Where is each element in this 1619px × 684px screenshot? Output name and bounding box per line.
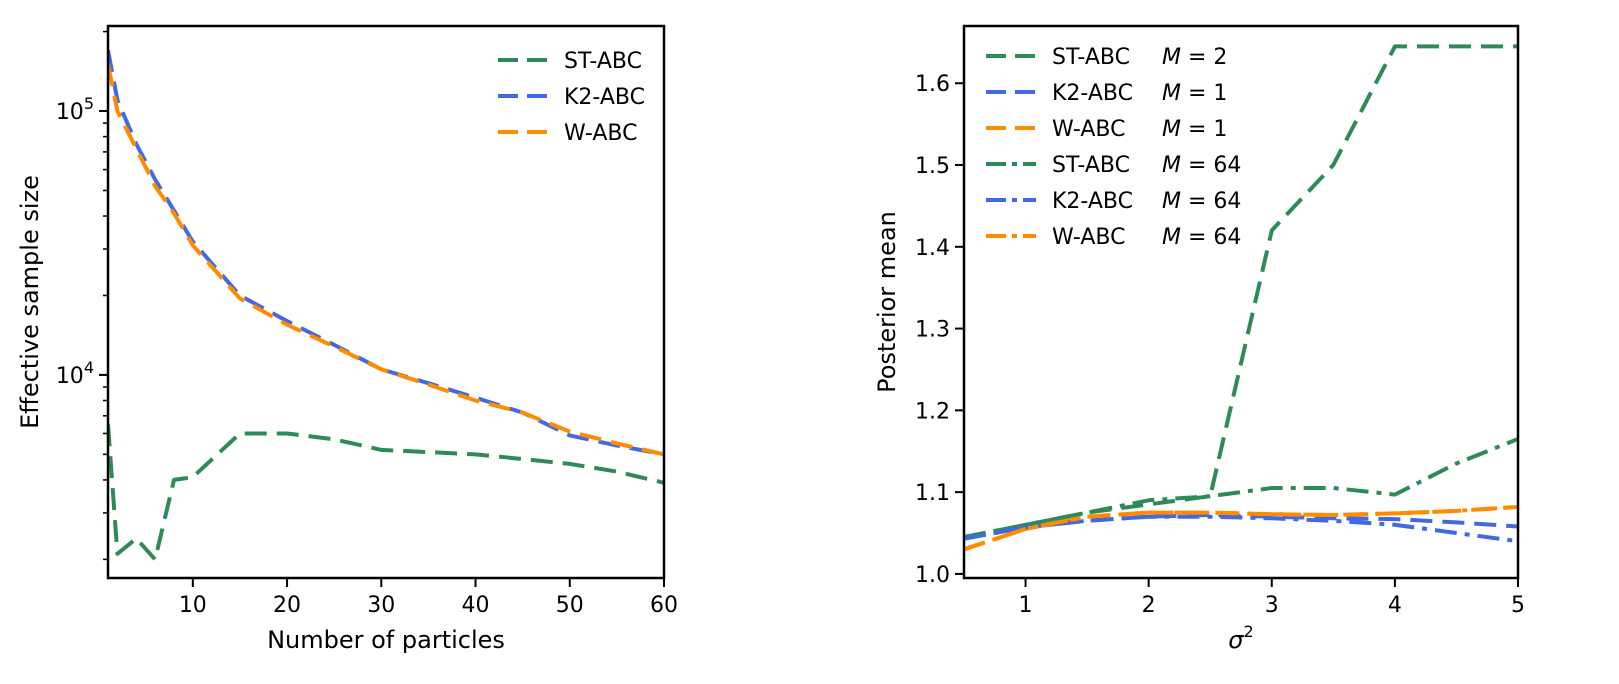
series-line-k2-abc-m1 [964, 513, 1518, 541]
y-tick-label: 104 [56, 358, 94, 389]
y-axis-label: Posterior mean [873, 211, 901, 393]
series-line-w-abc [108, 64, 664, 457]
legend-item: W-ABC [498, 121, 637, 146]
legend-item: K2-ABC [498, 85, 645, 110]
legend-label: K2-ABC M = 64 [1052, 189, 1241, 214]
legend-item: K2-ABC M = 64 [986, 189, 1241, 214]
legend-series-name: W-ABC [1052, 225, 1125, 250]
legend-item: ST-ABC M = 64 [986, 153, 1241, 178]
x-tick-label: 1 [1019, 593, 1033, 618]
legend-m-value: 1 [1213, 117, 1227, 142]
x-tick-label: 50 [556, 593, 584, 618]
series-line-st-abc-m64 [964, 437, 1518, 540]
x-tick-label: 30 [367, 593, 395, 618]
x-axis-label-base: σ [1228, 626, 1244, 654]
legend-math: M = [1162, 189, 1213, 214]
y-tick-label: 105 [56, 94, 94, 125]
legend-item: W-ABC M = 64 [986, 225, 1241, 250]
y-tick-base: 10 [56, 364, 84, 389]
series-line-w-abc-m64 [964, 504, 1518, 552]
legend-item: W-ABC M = 1 [986, 117, 1227, 142]
legend-series-name: ST-ABC [1052, 45, 1130, 70]
legend-item: ST-ABC [498, 49, 642, 74]
legend-math: M = [1162, 45, 1213, 70]
legend-series-name: K2-ABC [1052, 81, 1133, 106]
y-tick-label: 1.2 [915, 399, 950, 424]
y-tick-exponent: 4 [84, 358, 94, 377]
series-line-k2-abc [108, 49, 664, 457]
legend: ST-ABC K2-ABC W-ABC [498, 49, 645, 146]
y-tick-label: 1.5 [915, 154, 950, 179]
axes-frame [106, 24, 666, 580]
x-axis-label: σ2 [1228, 622, 1253, 654]
legend-series-name: W-ABC [564, 121, 637, 146]
legend-label: W-ABC M = 1 [1052, 117, 1227, 142]
legend-label: W-ABC M = 64 [1052, 225, 1241, 250]
legend-m-value: 64 [1213, 153, 1241, 178]
legend-series-name: ST-ABC [1052, 153, 1130, 178]
series-lines [964, 44, 1518, 552]
legend-label: ST-ABC M = 64 [1052, 153, 1241, 178]
legend-math: M = [1162, 117, 1213, 142]
legend-series-name: K2-ABC [1052, 189, 1133, 214]
y-tick-label: 1.0 [915, 563, 950, 588]
legend-series-name: ST-ABC [564, 49, 642, 74]
legend-label: K2-ABC [564, 85, 645, 110]
x-tick-label: 2 [1142, 593, 1156, 618]
legend-m-value: 64 [1213, 189, 1241, 214]
series-lines [108, 49, 664, 562]
series-line-st-abc [108, 424, 664, 562]
legend-item: ST-ABC M = 2 [986, 45, 1227, 70]
legend-series-name: K2-ABC [564, 85, 645, 110]
y-tick-label: 1.6 [915, 72, 950, 97]
y-tick-base: 10 [56, 100, 84, 125]
x-tick-label: 5 [1511, 593, 1525, 618]
legend-math: M = [1162, 153, 1213, 178]
x-axis-label: Number of particles [267, 626, 505, 654]
x-tick-label: 4 [1388, 593, 1402, 618]
legend-label: K2-ABC M = 1 [1052, 81, 1227, 106]
y-tick-label: 1.3 [915, 318, 950, 343]
legend-m-value: 2 [1213, 45, 1227, 70]
x-axis-label-sup: 2 [1244, 622, 1254, 641]
y-axis-label: Effective sample size [16, 175, 44, 429]
axes-frame [962, 24, 1520, 580]
x-tick-label: 40 [462, 593, 490, 618]
legend-label: ST-ABC M = 2 [1052, 45, 1227, 70]
legend-math: M = [1162, 225, 1213, 250]
legend-series-name: W-ABC [1052, 117, 1125, 142]
series-line-st-abc-m2 [964, 44, 1518, 540]
legend-m-value: 64 [1213, 225, 1241, 250]
y-tick-exponent: 5 [84, 94, 94, 113]
x-tick-label: 3 [1265, 593, 1279, 618]
legend-label: W-ABC [564, 121, 637, 146]
legend-item: K2-ABC M = 1 [986, 81, 1227, 106]
x-tick-label: 20 [273, 593, 301, 618]
legend: ST-ABC M = 2 K2-ABC M = 1 W-ABC M = 1 ST-ABC M … [986, 45, 1241, 250]
legend-math: M = [1162, 81, 1213, 106]
legend-label: ST-ABC [564, 49, 642, 74]
x-tick-label: 60 [650, 593, 678, 618]
x-tick-label: 10 [179, 593, 207, 618]
legend-m-value: 1 [1213, 81, 1227, 106]
y-tick-label: 1.1 [915, 481, 950, 506]
y-tick-label: 1.4 [915, 236, 950, 261]
